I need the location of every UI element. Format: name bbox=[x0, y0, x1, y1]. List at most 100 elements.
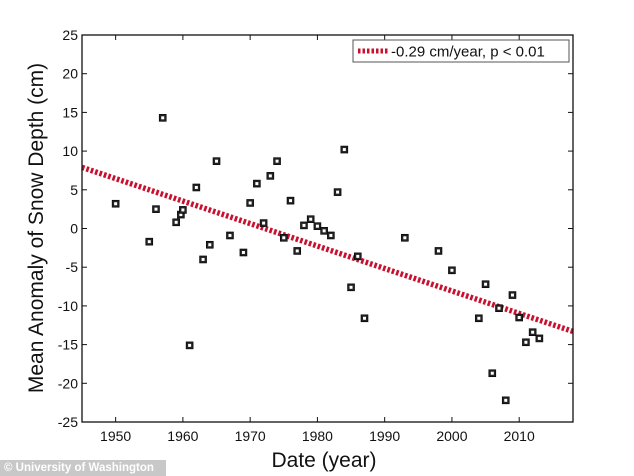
x-axis-label: Date (year) bbox=[271, 449, 376, 472]
data-point bbox=[515, 313, 523, 322]
data-point-marker-center bbox=[188, 343, 192, 347]
data-point-marker-center bbox=[329, 233, 333, 237]
data-point-marker-center bbox=[174, 220, 178, 224]
data-point bbox=[158, 114, 167, 122]
data-point bbox=[306, 215, 315, 224]
data-point bbox=[508, 291, 517, 299]
data-point-marker-center bbox=[356, 254, 360, 258]
data-point bbox=[239, 248, 248, 257]
data-point bbox=[481, 280, 490, 289]
data-point bbox=[535, 334, 544, 343]
x-tick-label: 1990 bbox=[369, 428, 400, 444]
y-tick-label: 20 bbox=[62, 66, 78, 82]
x-tick-label: 1980 bbox=[302, 428, 333, 444]
data-point-marker-center bbox=[403, 236, 407, 240]
data-point-marker-center bbox=[275, 159, 279, 163]
y-tick-label: -10 bbox=[58, 298, 78, 314]
legend: -0.29 cm/year, p < 0.01 bbox=[352, 39, 570, 63]
data-point bbox=[353, 252, 362, 261]
data-point-marker-center bbox=[315, 224, 319, 228]
data-point-marker-center bbox=[531, 330, 535, 334]
data-point bbox=[360, 314, 369, 323]
data-point bbox=[192, 183, 201, 192]
data-point-marker-center bbox=[161, 116, 165, 120]
data-point-marker-center bbox=[228, 233, 232, 237]
y-tick-label: 5 bbox=[70, 182, 78, 198]
data-point bbox=[501, 396, 510, 405]
data-point bbox=[333, 188, 342, 196]
x-tick-label: 1960 bbox=[167, 428, 198, 444]
y-tick-label: 25 bbox=[62, 27, 78, 43]
data-point bbox=[347, 283, 355, 292]
data-point bbox=[528, 328, 537, 337]
trend-line bbox=[81, 164, 574, 335]
data-point-marker-center bbox=[302, 223, 306, 227]
trend-line-layer bbox=[81, 164, 574, 335]
y-tick-label: -20 bbox=[58, 375, 78, 391]
data-point bbox=[313, 222, 322, 230]
data-point-marker-center bbox=[154, 207, 158, 211]
data-point bbox=[152, 205, 160, 213]
data-point-marker-center bbox=[181, 208, 185, 212]
data-point bbox=[279, 233, 288, 242]
data-point bbox=[253, 179, 261, 188]
data-point-marker-center bbox=[517, 316, 521, 320]
data-point bbox=[266, 172, 275, 180]
axes: 1950 1960 1970 1980 1990 2000 2010-25-20-15-10… bbox=[58, 27, 574, 444]
data-point-marker-center bbox=[490, 371, 494, 375]
data-point-marker-center bbox=[349, 285, 353, 289]
data-point-marker-center bbox=[147, 240, 151, 244]
data-point bbox=[145, 237, 154, 246]
data-point bbox=[172, 218, 180, 227]
data-point-marker-center bbox=[336, 190, 340, 194]
data-point-marker-center bbox=[248, 201, 252, 205]
data-point-marker-center bbox=[504, 398, 508, 402]
data-point bbox=[448, 266, 456, 275]
x-tick-label: 1970 bbox=[235, 428, 266, 444]
data-point-marker-center bbox=[295, 249, 299, 253]
x-tick-label: 2010 bbox=[504, 428, 535, 444]
data-point bbox=[212, 157, 221, 165]
data-point-marker-center bbox=[524, 340, 528, 344]
data-point bbox=[226, 231, 234, 240]
data-point-marker-center bbox=[537, 336, 541, 340]
data-point-marker-center bbox=[268, 174, 272, 178]
data-point bbox=[475, 314, 483, 323]
data-point bbox=[111, 199, 120, 208]
data-point-marker-center bbox=[450, 268, 454, 272]
data-point bbox=[340, 145, 349, 154]
data-point-marker-center bbox=[282, 236, 286, 240]
data-point bbox=[179, 206, 187, 214]
data-point-marker-center bbox=[262, 221, 266, 225]
data-point bbox=[246, 199, 254, 207]
y-tick-label: -5 bbox=[66, 259, 79, 275]
data-point bbox=[293, 247, 302, 255]
data-point-marker-center bbox=[362, 316, 366, 320]
data-point bbox=[488, 369, 497, 378]
data-point-marker-center bbox=[510, 293, 514, 297]
data-point-marker-center bbox=[215, 159, 219, 163]
y-axis-label: Mean Anomaly of Snow Depth (cm) bbox=[25, 63, 48, 393]
data-point-marker-center bbox=[309, 217, 313, 221]
data-point-marker-center bbox=[484, 282, 488, 286]
data-point-marker-center bbox=[477, 316, 481, 320]
y-tick-label: 15 bbox=[62, 104, 78, 120]
y-tick-label: -25 bbox=[58, 414, 78, 430]
x-tick-label: 1950 bbox=[100, 428, 131, 444]
y-tick-label: 10 bbox=[62, 143, 78, 159]
data-point bbox=[320, 227, 328, 235]
data-point-marker-center bbox=[342, 148, 346, 152]
data-point-marker-center bbox=[194, 185, 198, 189]
data-point-marker-center bbox=[322, 229, 326, 233]
data-point bbox=[273, 157, 281, 165]
data-point-marker-center bbox=[241, 250, 245, 254]
legend-box bbox=[352, 39, 570, 63]
data-point bbox=[434, 247, 443, 255]
data-point bbox=[401, 233, 409, 242]
data-point bbox=[185, 341, 194, 350]
data-point bbox=[327, 231, 335, 240]
data-point-marker-center bbox=[255, 182, 259, 186]
data-point-marker-center bbox=[114, 202, 118, 206]
data-point-marker-center bbox=[201, 257, 205, 261]
